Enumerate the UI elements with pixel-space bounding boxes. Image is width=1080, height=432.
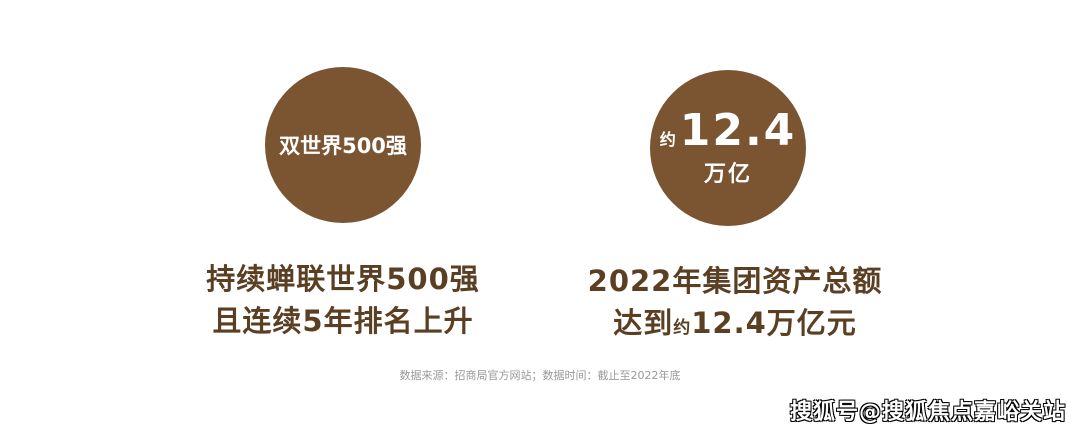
badge-value: 12.4 xyxy=(679,105,797,156)
badge-text: 双世界500强 xyxy=(279,134,407,158)
heading-right-value: 12.4万亿元 xyxy=(691,306,857,340)
heading-left: 持续蝉联世界500强 且连续5年排名上升 xyxy=(183,258,503,342)
heading-right-approx: 约 xyxy=(673,318,692,338)
heading-right-line2: 达到约12.4万亿元 xyxy=(555,302,915,349)
heading-left-line2: 且连续5年排名上升 xyxy=(212,304,474,338)
watermark: 搜狐号@搜狐焦点嘉峪关站 xyxy=(790,400,1067,425)
badge-circle-world-500: 双世界500强 xyxy=(265,67,421,223)
heading-right-line1: 2022年集团资产总额 xyxy=(587,264,883,298)
data-source-note: 数据来源：招商局官方网站；数据时间：截止至2022年底 xyxy=(399,369,681,382)
heading-right: 2022年集团资产总额 达到约12.4万亿元 xyxy=(555,260,915,349)
badge-approx: 约 xyxy=(659,130,676,149)
heading-right-prefix: 达到 xyxy=(613,306,674,340)
badge-circle-assets: 约 12.4 万亿 xyxy=(650,70,806,226)
badge-unit: 万亿 xyxy=(703,162,752,187)
badge-value-row: 约 12.4 xyxy=(660,108,797,154)
heading-left-line1: 持续蝉联世界500强 xyxy=(206,262,480,296)
